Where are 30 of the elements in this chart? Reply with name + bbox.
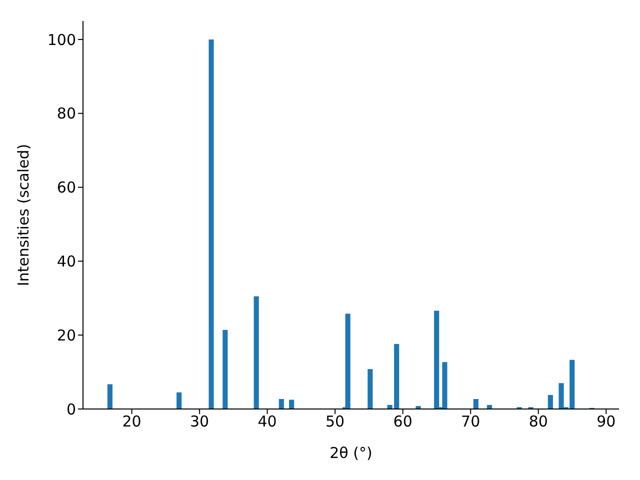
- x-axis-title: 2θ (°): [330, 444, 372, 462]
- y-tick-label: 40: [56, 252, 76, 271]
- bar: [473, 399, 478, 409]
- bar: [107, 384, 113, 409]
- bar: [222, 330, 228, 409]
- x-tick-label: 20: [122, 412, 142, 431]
- x-tick-label: 30: [190, 412, 210, 431]
- bar: [548, 394, 553, 409]
- bar: [345, 314, 350, 409]
- x-tick-label: 80: [528, 412, 548, 431]
- bar: [289, 400, 294, 409]
- bar: [278, 399, 284, 409]
- y-tick-label: 60: [56, 178, 76, 197]
- y-tick-label: 20: [56, 326, 76, 344]
- x-tick-label: 50: [326, 412, 345, 431]
- bar: [208, 39, 214, 409]
- y-axis-title: Intensities (scaled): [14, 144, 32, 286]
- y-tick-label: 100: [47, 30, 76, 49]
- bar: [434, 310, 440, 409]
- x-tick-label: 70: [461, 412, 480, 431]
- y-tick-label: 80: [56, 104, 76, 123]
- bar: [416, 406, 421, 409]
- x-tick-label: 90: [596, 412, 616, 431]
- bar: [442, 362, 448, 409]
- bar: [254, 296, 259, 409]
- bar: [368, 369, 373, 409]
- y-tick-label: 0: [66, 400, 76, 418]
- x-tick-label: 40: [258, 412, 277, 431]
- x-tick-label: 60: [393, 412, 412, 431]
- bar: [176, 392, 182, 409]
